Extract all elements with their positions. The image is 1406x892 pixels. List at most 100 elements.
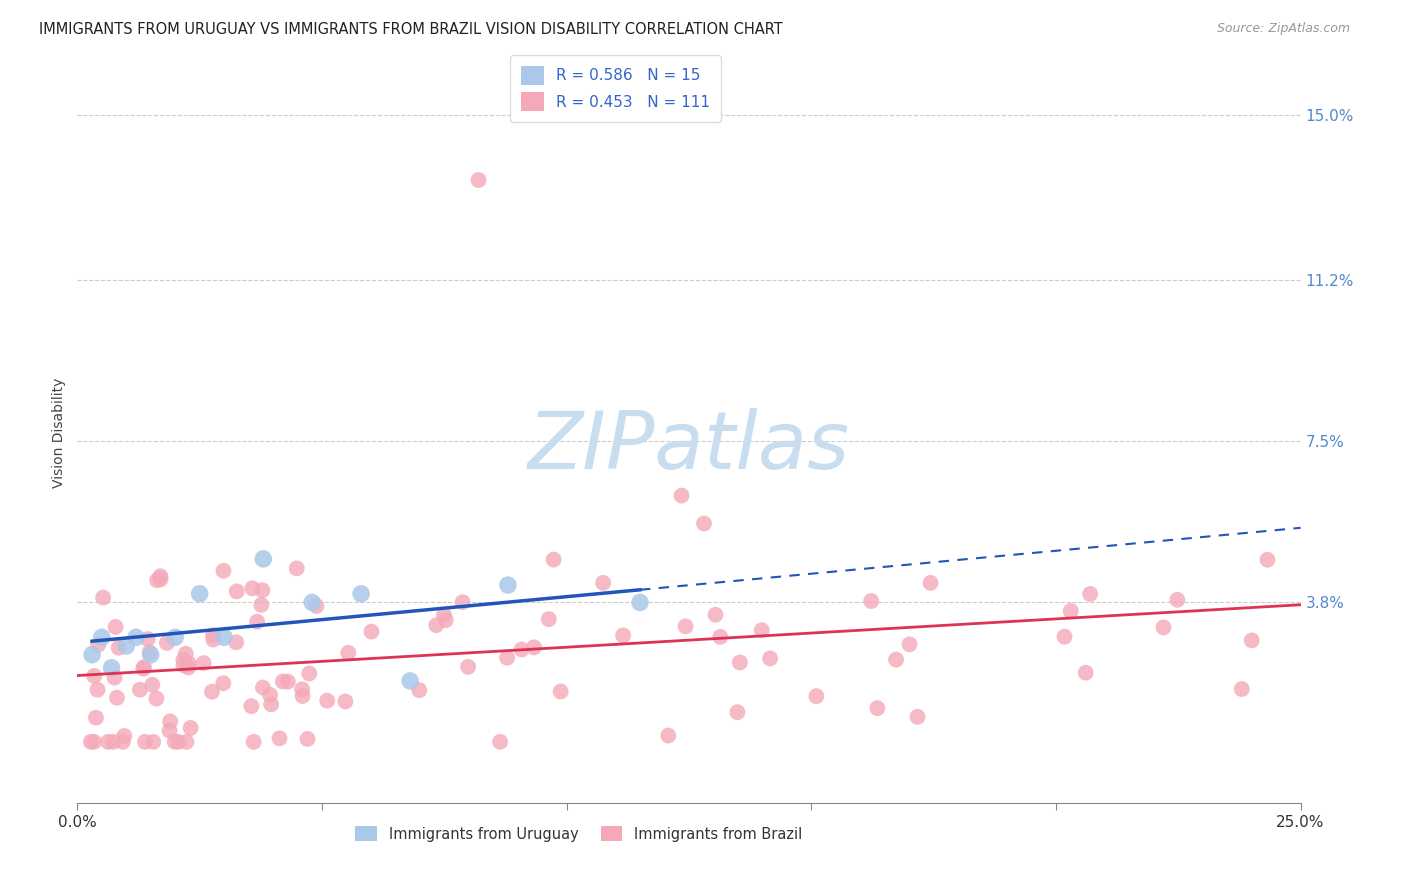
Point — [285, 561, 308, 575]
Point — [693, 516, 716, 531]
Point — [134, 735, 156, 749]
Point — [898, 637, 921, 651]
Point — [298, 666, 321, 681]
Point — [496, 578, 519, 592]
Point — [125, 630, 148, 644]
Text: ZIPatlas: ZIPatlas — [527, 409, 851, 486]
Point — [138, 645, 160, 659]
Point — [188, 587, 211, 601]
Point — [628, 595, 651, 609]
Point — [145, 691, 167, 706]
Point — [360, 624, 382, 639]
Point — [201, 628, 224, 642]
Point — [165, 630, 187, 644]
Point — [180, 721, 202, 735]
Point — [291, 689, 314, 703]
Point — [132, 662, 155, 676]
Point — [84, 711, 107, 725]
Point — [146, 574, 169, 588]
Point — [246, 615, 269, 629]
Point — [425, 618, 447, 632]
Point — [159, 714, 181, 729]
Point — [100, 661, 122, 675]
Point — [225, 635, 247, 649]
Point — [543, 552, 565, 566]
Point — [1153, 620, 1175, 634]
Point — [111, 735, 134, 749]
Point — [163, 735, 186, 749]
Point — [173, 658, 195, 673]
Legend: Immigrants from Uruguay, Immigrants from Brazil: Immigrants from Uruguay, Immigrants from… — [350, 821, 808, 847]
Point — [671, 489, 693, 503]
Point — [128, 682, 150, 697]
Point — [252, 681, 274, 695]
Point — [80, 648, 103, 662]
Point — [751, 624, 773, 638]
Point — [725, 705, 748, 719]
Point — [1074, 665, 1097, 680]
Point — [212, 676, 235, 690]
Point — [103, 735, 125, 749]
Point — [675, 619, 697, 633]
Point — [97, 735, 120, 749]
Point — [259, 688, 281, 702]
Point — [112, 729, 135, 743]
Point — [139, 648, 162, 662]
Point — [457, 660, 479, 674]
Point — [537, 612, 560, 626]
Point — [105, 690, 128, 705]
Point — [709, 630, 731, 644]
Point — [704, 607, 727, 622]
Point — [1240, 633, 1263, 648]
Point — [252, 552, 274, 566]
Point — [1256, 552, 1278, 566]
Point — [335, 694, 357, 708]
Point — [115, 639, 138, 653]
Point — [1166, 592, 1188, 607]
Point — [1053, 630, 1076, 644]
Point — [167, 735, 190, 749]
Point — [87, 638, 110, 652]
Point — [176, 735, 198, 749]
Point — [136, 632, 159, 646]
Point — [90, 630, 112, 644]
Point — [240, 581, 263, 595]
Point — [149, 569, 172, 583]
Point — [83, 669, 105, 683]
Point — [759, 651, 782, 665]
Point — [271, 674, 294, 689]
Point — [884, 652, 907, 666]
Point — [252, 583, 274, 598]
Point — [350, 587, 373, 601]
Y-axis label: Vision Disability: Vision Disability — [52, 377, 66, 488]
Point — [866, 701, 889, 715]
Point — [177, 660, 200, 674]
Point — [250, 598, 273, 612]
Point — [104, 620, 127, 634]
Point — [269, 731, 291, 746]
Point — [337, 646, 360, 660]
Point — [174, 647, 197, 661]
Point — [523, 640, 546, 655]
Point — [142, 735, 165, 749]
Point — [301, 595, 323, 609]
Point — [728, 656, 751, 670]
Point — [467, 173, 489, 187]
Point — [86, 682, 108, 697]
Point — [193, 656, 215, 670]
Point — [496, 650, 519, 665]
Point — [91, 591, 114, 605]
Point — [1078, 587, 1101, 601]
Point — [399, 673, 422, 688]
Point — [291, 682, 314, 697]
Point — [510, 642, 533, 657]
Point — [107, 640, 129, 655]
Point — [103, 671, 125, 685]
Point — [277, 674, 299, 689]
Point — [177, 657, 200, 671]
Point — [242, 735, 264, 749]
Text: IMMIGRANTS FROM URUGUAY VS IMMIGRANTS FROM BRAZIL VISION DISABILITY CORRELATION : IMMIGRANTS FROM URUGUAY VS IMMIGRANTS FR… — [39, 22, 783, 37]
Point — [657, 729, 679, 743]
Point — [433, 607, 456, 622]
Point — [260, 698, 283, 712]
